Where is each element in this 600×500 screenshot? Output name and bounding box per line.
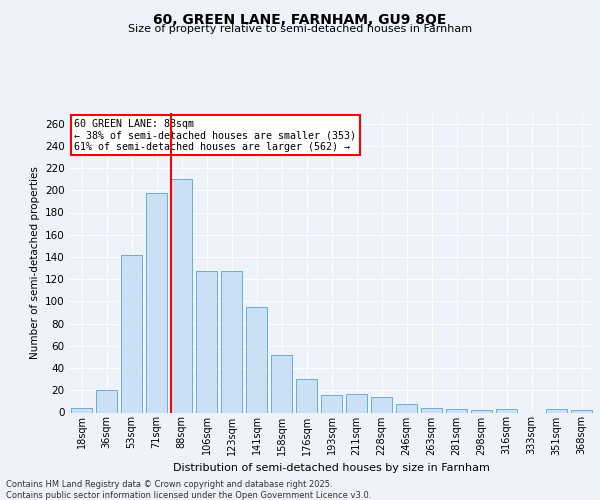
Bar [496, 409, 517, 412]
Bar [371, 397, 392, 412]
Bar [96, 390, 117, 412]
X-axis label: Distribution of semi-detached houses by size in Farnham: Distribution of semi-detached houses by … [173, 463, 490, 473]
Bar [446, 409, 467, 412]
Bar [221, 272, 242, 412]
Bar [546, 409, 567, 412]
Y-axis label: Number of semi-detached properties: Number of semi-detached properties [29, 166, 40, 359]
Bar [296, 379, 317, 412]
Text: Size of property relative to semi-detached houses in Farnham: Size of property relative to semi-detach… [128, 24, 472, 34]
Text: 60, GREEN LANE, FARNHAM, GU9 8QE: 60, GREEN LANE, FARNHAM, GU9 8QE [154, 12, 446, 26]
Bar [271, 354, 292, 412]
Bar [121, 254, 142, 412]
Bar [171, 179, 192, 412]
Text: 60 GREEN LANE: 88sqm
← 38% of semi-detached houses are smaller (353)
61% of semi: 60 GREEN LANE: 88sqm ← 38% of semi-detac… [74, 118, 356, 152]
Bar [196, 272, 217, 412]
Bar [471, 410, 492, 412]
Bar [246, 307, 267, 412]
Bar [71, 408, 92, 412]
Bar [396, 404, 417, 412]
Text: Contains HM Land Registry data © Crown copyright and database right 2025.
Contai: Contains HM Land Registry data © Crown c… [6, 480, 371, 500]
Bar [571, 410, 592, 412]
Bar [346, 394, 367, 412]
Bar [421, 408, 442, 412]
Bar [146, 192, 167, 412]
Bar [321, 394, 342, 412]
